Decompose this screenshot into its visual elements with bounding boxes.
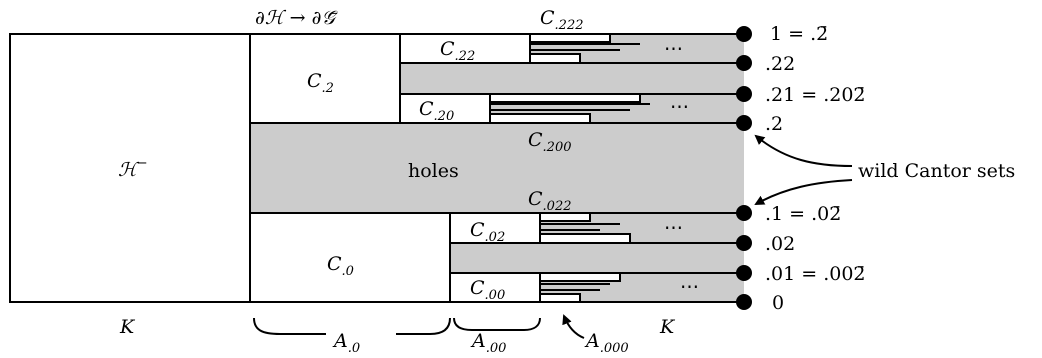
c202-box [489,93,641,103]
c0-label: C.0 [327,253,354,279]
c020-box-small [539,233,631,244]
c222-box-lower [529,53,581,64]
k-left-label: K [119,316,136,338]
c222-box [529,33,611,43]
arrow-lower [754,179,853,205]
endpoint-label: .22 [765,53,795,75]
c022-label: C.022 [528,188,572,214]
c222-label: C.222 [540,7,584,33]
a00-label: A.00 [470,330,506,356]
endpoint-dot [736,235,752,251]
arrow-upper [754,134,853,167]
ellipsis: ⋯ [664,38,683,60]
endpoint-dot [736,294,752,310]
c200-box-small [489,113,591,124]
ellipsis: ⋯ [680,276,699,298]
c00-box [449,272,541,303]
top-label: ∂ℋ → ∂𝒢̄ [255,7,338,29]
a0-label: A.0 [332,330,360,356]
a0-brace [253,317,326,335]
c22-label: C.22 [440,38,475,64]
endpoint-label: .01 = .002̄ [765,263,866,285]
endpoint-dot [736,26,752,42]
ellipsis: ⋯ [670,96,689,118]
a0-brace-right [396,317,451,335]
wild-cantor-label: wild Cantor sets [858,160,1015,182]
endpoint-dot [736,205,752,221]
endpoint-label: .21 = .202̄ [765,84,866,106]
endpoint-dot [736,115,752,131]
endpoint-dot [736,265,752,281]
c022-box-small [539,212,591,222]
c20-label: C.20 [419,98,454,124]
endpoint-label: .2 [765,113,783,135]
a00-brace [453,317,541,331]
c000-box-small [539,293,581,303]
c02-label: C.02 [470,219,505,245]
c20-box [399,93,491,124]
c22-box [399,33,531,64]
c2-label: C.2 [307,70,334,96]
holes-region [250,123,744,213]
k-right-label: K [659,316,676,338]
endpoint-label: .02 [765,233,795,255]
c00-label: C.00 [470,277,505,303]
endpoint-dot [736,55,752,71]
endpoint-dot [736,86,752,102]
endpoint-label: .1 = .02̄ [765,203,841,225]
h-minus-label: ℋ− [118,156,148,181]
c2-box [249,33,401,124]
endpoint-label: 1 = .2̄ [770,23,828,45]
endpoint-label: 0 [772,292,784,314]
a000-arrow [562,314,585,339]
c0-box [249,212,451,303]
ellipsis: ⋯ [664,217,683,239]
holes-label: holes [408,160,459,182]
c200-label: C.200 [528,129,572,155]
a000-label: A.000 [584,330,629,356]
c002-box-small [539,272,621,282]
